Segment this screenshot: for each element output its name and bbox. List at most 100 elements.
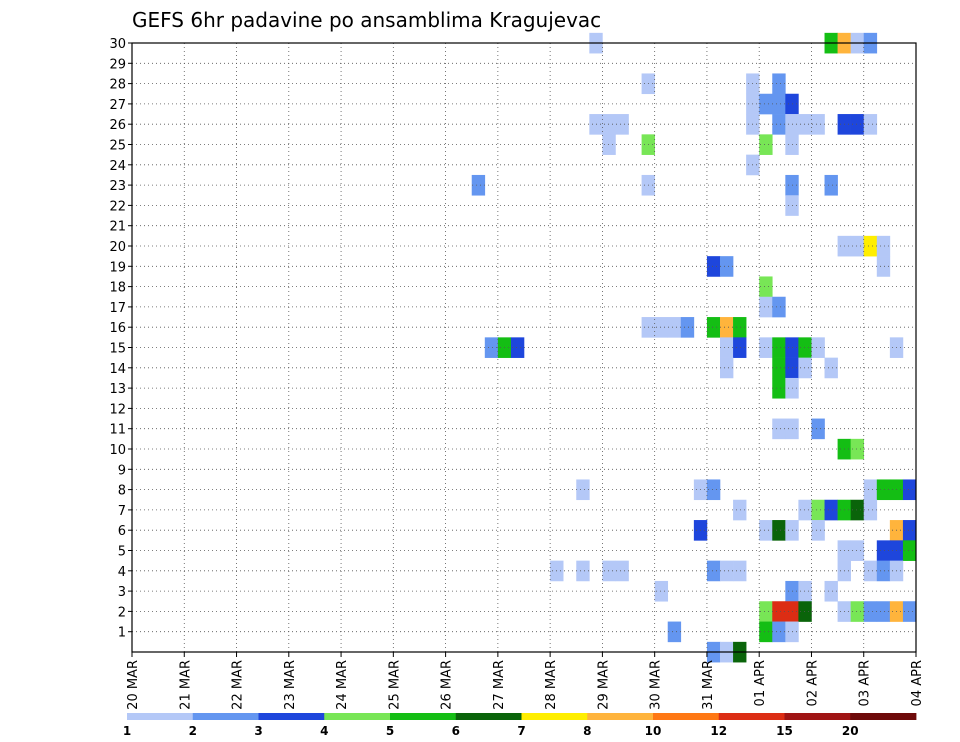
precip-cell <box>863 499 878 521</box>
precip-cell <box>576 479 590 501</box>
precip-cell <box>876 479 891 501</box>
colorbar-swatch <box>587 713 654 720</box>
colorbar-label: 20 <box>842 724 859 738</box>
y-tick-label: 14 <box>109 362 126 377</box>
y-tick-label: 12 <box>109 402 126 417</box>
y-tick-label: 3 <box>118 585 126 600</box>
x-tick-label: 29 MAR <box>596 660 611 710</box>
colorbar-label: 10 <box>645 724 662 738</box>
y-tick-label: 27 <box>109 98 126 113</box>
y-tick-label: 22 <box>109 199 126 214</box>
precip-cell <box>772 73 786 95</box>
precip-cell <box>798 337 812 358</box>
precip-cell <box>811 499 825 521</box>
x-tick-label: 21 MAR <box>178 660 193 710</box>
colorbar-swatch <box>521 713 588 720</box>
y-tick-label: 30 <box>109 37 126 52</box>
precip-cell <box>706 317 721 338</box>
precip-cell <box>876 256 891 277</box>
x-tick-label: 31 MAR <box>701 660 716 710</box>
y-tick-label: 4 <box>118 565 126 580</box>
precip-cell <box>876 540 891 561</box>
y-tick-label: 1 <box>118 626 126 641</box>
x-tick-label: 23 MAR <box>283 660 298 710</box>
precip-cell <box>510 337 525 358</box>
precip-cell <box>798 114 812 135</box>
y-tick-label: 15 <box>109 342 126 357</box>
precip-cell <box>772 621 786 643</box>
y-tick-label: 26 <box>109 118 126 133</box>
precip-cell <box>720 256 734 277</box>
colorbar-label: 7 <box>517 724 525 738</box>
precip-cell <box>706 479 721 501</box>
y-tick-label: 9 <box>118 463 126 478</box>
colorbar-label: 1 <box>123 724 131 738</box>
colorbar-label: 4 <box>320 724 328 738</box>
y-tick-label: 16 <box>109 321 126 336</box>
precip-cell <box>733 337 747 358</box>
precip-cell <box>654 317 669 338</box>
precip-cell <box>811 337 825 358</box>
colorbar-swatch <box>718 713 785 720</box>
chart-title: GEFS 6hr padavine po ansamblima Kragujev… <box>132 8 601 32</box>
x-tick-label: 20 MAR <box>126 660 141 710</box>
colorbar-label: 5 <box>386 724 394 738</box>
precip-cell <box>706 256 721 277</box>
colorbar-label: 3 <box>254 724 262 738</box>
precip-cell <box>850 438 865 460</box>
precip-cell <box>863 479 878 501</box>
colorbar-swatch <box>455 713 522 720</box>
precip-cell <box>772 296 786 318</box>
x-axis: 20 MAR 21 MAR 22 MAR 23 MAR 24 MAR 25 MAR 26 M… <box>126 652 925 710</box>
y-tick-label: 11 <box>109 423 126 438</box>
precip-cell <box>902 520 917 541</box>
precip-cell <box>471 174 486 196</box>
precip-cell <box>824 580 838 602</box>
precip-cell <box>602 134 616 155</box>
colorbar-swatch <box>653 713 720 720</box>
precip-cell <box>811 520 825 541</box>
precip-cell <box>772 93 786 115</box>
precip-cell <box>850 540 865 561</box>
precip-cell <box>720 560 734 582</box>
precip-cell <box>863 114 878 135</box>
precip-cell <box>759 337 773 358</box>
precip-cell <box>667 621 682 643</box>
x-tick-label: 03 APR <box>858 660 873 706</box>
x-tick-label: 26 MAR <box>440 660 455 710</box>
precip-cell <box>720 317 734 338</box>
precip-cell <box>720 337 734 358</box>
precip-cell <box>484 337 499 358</box>
precip-cell <box>798 499 812 521</box>
precip-cell <box>772 377 786 399</box>
x-tick-label: 30 MAR <box>649 660 664 710</box>
precip-cell <box>615 114 629 135</box>
precip-cell <box>720 357 734 379</box>
precip-cell <box>876 601 891 622</box>
precip-cell <box>615 560 629 582</box>
precip-cell <box>824 357 838 379</box>
colorbar-label: 15 <box>776 724 793 738</box>
colorbar-swatch <box>850 713 917 720</box>
y-tick-label: 29 <box>109 57 126 72</box>
precip-cell <box>824 174 838 196</box>
precip-cell <box>811 418 825 440</box>
precip-cell <box>850 114 865 135</box>
x-tick-label: 01 APR <box>753 660 768 706</box>
precip-cell <box>902 540 917 561</box>
precip-cell <box>772 357 786 379</box>
y-tick-label: 8 <box>118 484 126 499</box>
precip-cell <box>850 499 865 521</box>
y-tick-label: 5 <box>118 545 126 560</box>
precip-cell <box>733 560 747 582</box>
precip-cell <box>824 499 838 521</box>
precip-cell <box>798 357 812 379</box>
colorbar-label: 12 <box>710 724 727 738</box>
precip-cell <box>759 134 773 155</box>
colorbar-swatch <box>258 713 325 720</box>
precip-cell <box>602 114 616 135</box>
x-tick-label: 24 MAR <box>335 660 350 710</box>
precip-cell <box>863 560 878 582</box>
precip-cell <box>811 114 825 135</box>
